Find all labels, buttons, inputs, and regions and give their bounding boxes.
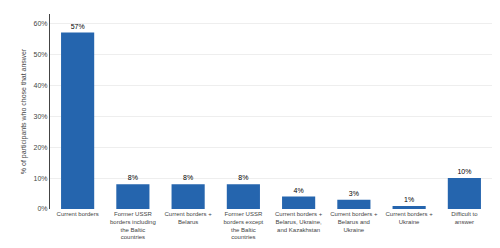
svg-text:Current borders +Belarus andUk: Current borders +Belarus andUkraine — [330, 211, 378, 233]
svg-text:Former USSRborders includingth: Former USSRborders includingthe Balticco… — [110, 211, 156, 240]
svg-text:20%: 20% — [34, 144, 48, 151]
svg-text:Current borders +Ukraine: Current borders +Ukraine — [386, 211, 434, 225]
svg-text:Current borders: Current borders — [57, 211, 99, 217]
svg-text:8%: 8% — [183, 174, 193, 181]
svg-text:57%: 57% — [71, 23, 85, 30]
svg-text:% of participants who chose th: % of participants who chose that answer — [20, 48, 28, 174]
svg-text:4%: 4% — [294, 187, 304, 194]
svg-text:30%: 30% — [34, 113, 48, 120]
svg-text:40%: 40% — [34, 82, 48, 89]
svg-text:8%: 8% — [128, 174, 138, 181]
svg-text:8%: 8% — [238, 174, 248, 181]
svg-text:50%: 50% — [34, 51, 48, 58]
svg-text:60%: 60% — [34, 20, 48, 27]
svg-text:Current borders +Belarus, Ukra: Current borders +Belarus, Ukraine,and Ka… — [275, 211, 323, 233]
svg-text:Former USSRborders exceptthe B: Former USSRborders exceptthe Balticcount… — [224, 211, 264, 240]
svg-text:0%: 0% — [37, 205, 47, 212]
svg-text:Difficult toanswer: Difficult toanswer — [451, 211, 478, 225]
svg-text:3%: 3% — [349, 190, 359, 197]
svg-text:10%: 10% — [34, 175, 48, 182]
svg-text:1%: 1% — [404, 196, 414, 203]
svg-text:Current borders +Belarus: Current borders +Belarus — [165, 211, 213, 225]
svg-text:10%: 10% — [457, 168, 471, 175]
